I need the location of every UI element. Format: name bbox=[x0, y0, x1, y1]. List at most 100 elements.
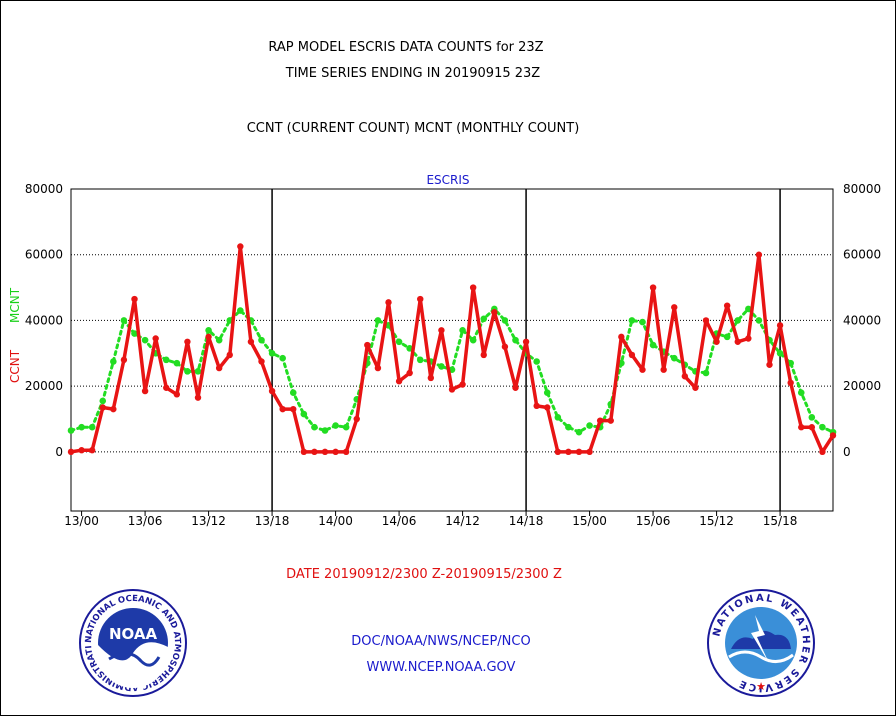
ccnt-point bbox=[618, 333, 625, 341]
ccnt-point bbox=[99, 404, 106, 411]
x-tick-label: 15/12 bbox=[699, 514, 734, 528]
ccnt-point bbox=[787, 379, 794, 387]
mcnt-point bbox=[279, 354, 286, 362]
mcnt-point bbox=[554, 414, 562, 421]
mcnt-point bbox=[512, 336, 519, 344]
y-tick-label: 20000 bbox=[25, 379, 63, 393]
ccnt-point bbox=[290, 405, 297, 413]
ccnt-point bbox=[798, 424, 805, 431]
mcnt-point bbox=[702, 369, 710, 377]
ccnt-point bbox=[342, 448, 350, 456]
ccnt-point bbox=[268, 387, 276, 395]
ccnt-point bbox=[660, 366, 667, 373]
ccnt-point bbox=[501, 343, 509, 350]
x-tick-label: 14/12 bbox=[445, 514, 480, 528]
url-link[interactable]: WWW.NCEP.NOAA.GOV bbox=[367, 660, 516, 675]
ccnt-point bbox=[131, 295, 138, 303]
ccnt-point bbox=[120, 356, 128, 364]
mcnt-point bbox=[649, 341, 657, 349]
x-tick-label: 15/06 bbox=[636, 514, 671, 528]
ccnt-point bbox=[226, 351, 233, 359]
mcnt-point bbox=[110, 358, 117, 365]
ccnt-point bbox=[702, 317, 710, 324]
plot-area: 0 20000 40000 60000 80000 0 20000 40000 60000 80… bbox=[25, 182, 881, 528]
noaa-wordmark: NOAA bbox=[109, 625, 158, 643]
y-tick-label-right: 40000 bbox=[843, 313, 881, 327]
y-tick-label-right: 80000 bbox=[843, 182, 881, 196]
mcnt-point bbox=[258, 336, 265, 344]
ccnt-point bbox=[194, 394, 202, 401]
mcnt-point bbox=[438, 363, 445, 370]
x-tick-label: 13/06 bbox=[128, 514, 163, 528]
ccnt-point bbox=[544, 404, 551, 411]
ccnt-point bbox=[459, 381, 466, 388]
mcnt-point bbox=[215, 336, 223, 344]
mcnt-point bbox=[321, 427, 329, 434]
x-tick-label: 15/18 bbox=[763, 514, 798, 528]
mcnt-point bbox=[628, 317, 636, 324]
ccnt-point bbox=[332, 448, 339, 456]
y-tick-label: 60000 bbox=[25, 248, 63, 262]
ccnt-point bbox=[776, 322, 784, 329]
ccnt-point bbox=[374, 364, 382, 372]
series-ccnt bbox=[67, 243, 837, 456]
mcnt-point bbox=[745, 305, 752, 313]
ccnt-point bbox=[353, 415, 360, 423]
ccnt-point bbox=[639, 366, 646, 373]
chart-subtitle: CCNT (CURRENT COUNT) MCNT (MONTHLY COUNT… bbox=[247, 121, 580, 136]
mcnt-point bbox=[332, 422, 339, 429]
ccnt-point bbox=[586, 448, 593, 456]
mcnt-point bbox=[173, 359, 181, 367]
y-label-ccnt: CCNT bbox=[8, 349, 22, 383]
mcnt-point bbox=[88, 423, 96, 431]
mcnt-point bbox=[808, 414, 816, 421]
y-tick-label-right: 0 bbox=[843, 445, 851, 459]
ccnt-point bbox=[681, 373, 689, 380]
x-tick-label: 15/00 bbox=[572, 514, 607, 528]
chart-title: RAP MODEL ESCRIS DATA COUNTS for 23Z bbox=[268, 40, 543, 55]
mcnt-point bbox=[565, 423, 572, 431]
y-label-mcnt: MCNT bbox=[8, 287, 22, 323]
mcnt-point bbox=[131, 330, 138, 337]
x-tick-label: 14/00 bbox=[318, 514, 353, 528]
mcnt-point bbox=[819, 423, 826, 431]
x-tick-label: 14/18 bbox=[509, 514, 544, 528]
mcnt-point bbox=[575, 428, 583, 436]
nws-logo: NATIONAL WEATHER SERVICE ★ bbox=[707, 589, 815, 697]
y-axis-label: CCNT MCNT bbox=[8, 287, 22, 383]
mcnt-point bbox=[289, 389, 297, 397]
ccnt-point bbox=[491, 309, 498, 316]
ccnt-point bbox=[755, 251, 763, 258]
mcnt-point bbox=[501, 317, 509, 324]
ccnt-point bbox=[575, 448, 583, 456]
noaa-logo: NATIONAL OCEANIC AND ATMOSPHERIC ADMINIS… bbox=[79, 589, 187, 697]
ccnt-point bbox=[533, 402, 540, 410]
x-tick-label: 13/18 bbox=[255, 514, 290, 528]
ccnt-point bbox=[321, 448, 329, 456]
ccnt-point bbox=[480, 351, 487, 359]
mcnt-point bbox=[797, 389, 805, 397]
ccnt-point bbox=[152, 335, 159, 342]
ccnt-point bbox=[723, 302, 731, 309]
mcnt-point bbox=[311, 423, 318, 431]
x-tick-label: 13/12 bbox=[191, 514, 226, 528]
date-range: DATE 20190912/2300 Z-20190915/2300 Z bbox=[286, 567, 562, 582]
mcnt-point bbox=[416, 356, 424, 364]
mcnt-point bbox=[586, 422, 593, 429]
y-tick-label: 0 bbox=[55, 445, 63, 459]
mcnt-point bbox=[120, 317, 128, 324]
ccnt-point bbox=[649, 284, 657, 291]
ccnt-point bbox=[406, 369, 413, 377]
mcnt-point bbox=[194, 368, 202, 375]
mcnt-point bbox=[184, 368, 191, 375]
ccnt-point bbox=[745, 335, 752, 342]
ccnt-point bbox=[173, 391, 181, 398]
ccnt-point bbox=[141, 387, 149, 395]
ccnt-point bbox=[565, 448, 572, 456]
mcnt-point bbox=[670, 354, 678, 362]
mcnt-point bbox=[268, 349, 276, 357]
ccnt-point bbox=[713, 338, 720, 345]
ccnt-point bbox=[279, 405, 286, 413]
mcnt-point bbox=[480, 315, 488, 323]
